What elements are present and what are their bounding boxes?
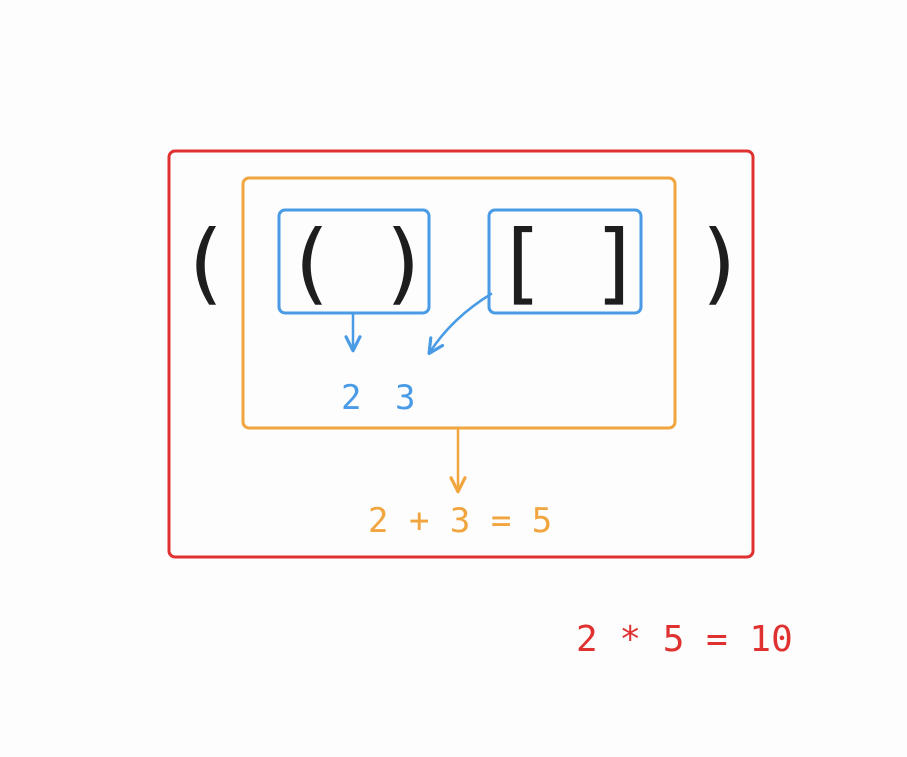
outer-open-paren: ( xyxy=(178,211,231,314)
middle-group-box xyxy=(241,176,677,430)
middle-result-label: 2 + 3 = 5 xyxy=(368,501,552,541)
inner-score-b: 3 xyxy=(395,378,415,418)
outer-close-paren: ) xyxy=(694,211,747,314)
inner1-close-paren: ) xyxy=(378,211,431,314)
inner-score-a: 2 xyxy=(341,378,361,418)
inner2-close-bracket: ] xyxy=(590,211,643,314)
inner-square-arrow xyxy=(427,292,493,356)
inner-square-box xyxy=(487,208,643,315)
outer-result-label: 2 * 5 = 10 xyxy=(576,619,793,660)
outer-group-box xyxy=(167,149,755,559)
inner-paren-box xyxy=(277,208,431,315)
inner1-open-paren: ( xyxy=(284,211,337,314)
inner2-open-bracket: [ xyxy=(494,211,547,314)
